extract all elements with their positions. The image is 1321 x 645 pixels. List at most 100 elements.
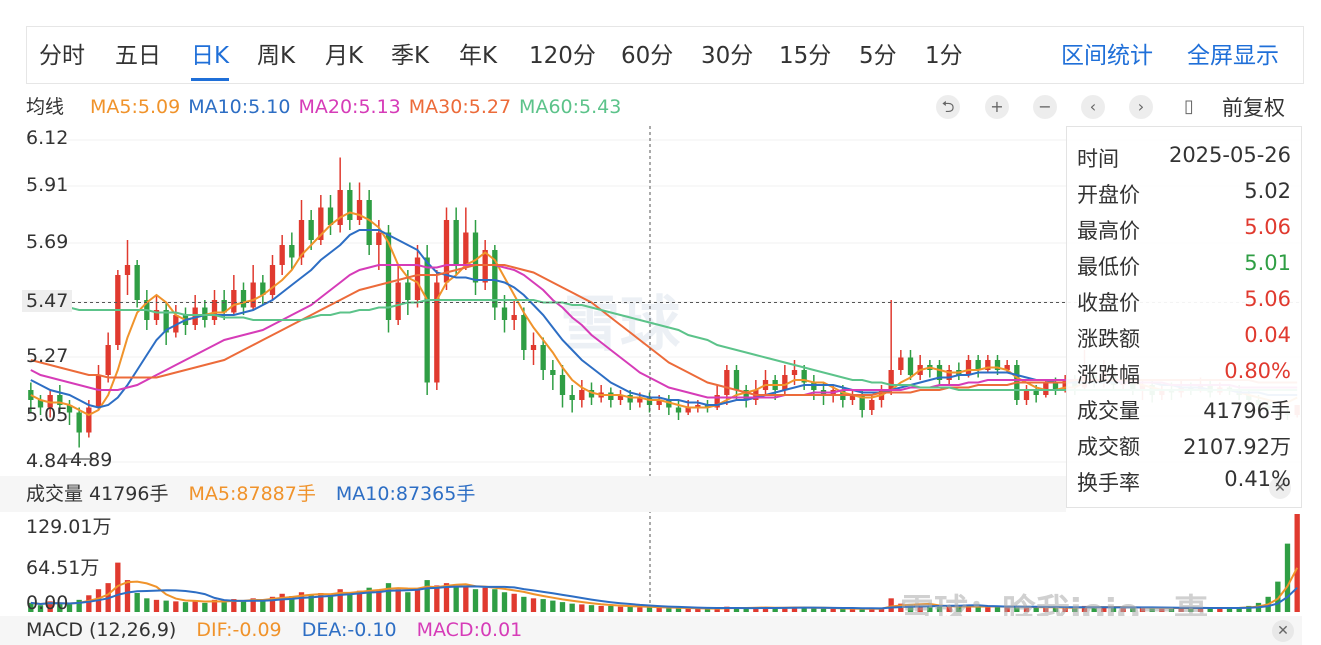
volume-bar: [685, 608, 691, 612]
macd-header: MACD (12,26,9) DIF:-0.09 DEA:-0.10 MACD:…: [0, 616, 1302, 645]
volume-bar: [569, 603, 575, 612]
volume-bar: [298, 592, 305, 612]
volume-bar: [791, 607, 798, 612]
candle-body: [985, 360, 991, 370]
macd-label: MACD (12,26,9): [26, 619, 177, 641]
tab-6[interactable]: 年K: [459, 43, 498, 69]
volume-bar: [124, 580, 131, 612]
minus-icon[interactable]: −: [1033, 95, 1057, 119]
candle-body: [414, 257, 421, 300]
tab-8[interactable]: 60分: [621, 43, 674, 69]
candle-body: [733, 370, 740, 390]
candle-body: [95, 375, 102, 408]
tab-7[interactable]: 120分: [529, 43, 596, 69]
volume-bar: [608, 605, 614, 612]
volume-bar: [86, 595, 92, 612]
ma-legend-item[interactable]: MA5:5.09: [90, 96, 181, 118]
volume-bar: [1023, 607, 1030, 612]
volume-bar: [1139, 607, 1146, 612]
candle-body: [211, 300, 218, 320]
volume-bar: [279, 593, 285, 612]
candle-body: [124, 265, 131, 275]
fullscreen-button[interactable]: 全屏显示: [1187, 43, 1279, 69]
candle-body: [714, 395, 720, 408]
volume-bar: [820, 608, 827, 612]
candle-body: [463, 232, 469, 265]
plus-icon[interactable]: +: [985, 95, 1009, 119]
volume-bar: [550, 600, 556, 612]
ma-legend: 均线 MA5:5.09 MA10:5.10 MA20:5.13 MA30:5.27 MA6…: [26, 92, 629, 118]
volume-bar: [656, 607, 662, 612]
tab-2[interactable]: 日K: [191, 27, 230, 85]
tooltip-row: 涨跌幅 0.80%: [1077, 359, 1291, 395]
candle-body: [86, 407, 92, 433]
candle-body: [704, 405, 711, 408]
volume-bar: [1246, 605, 1252, 612]
candle-body: [588, 390, 595, 398]
ma-legend-item[interactable]: MA30:5.27: [408, 96, 512, 118]
chevron-right-icon[interactable]: ›: [1129, 95, 1153, 119]
volume-bar: [666, 608, 672, 612]
volume-bar: [579, 604, 585, 612]
candle-body: [279, 245, 285, 265]
volume-bar: [192, 600, 198, 612]
volume-bar: [1033, 607, 1039, 612]
volume-bar: [985, 606, 991, 612]
candle-body: [936, 365, 943, 380]
volume-bar: [1110, 607, 1117, 612]
candle-body: [472, 232, 479, 283]
undo-icon[interactable]: ⮌: [936, 95, 960, 119]
volume-bar: [540, 599, 546, 612]
candle-body: [1033, 390, 1039, 395]
volume-bar: [424, 580, 430, 612]
tab-1[interactable]: 五日: [115, 43, 161, 69]
tab-5[interactable]: 季K: [391, 43, 430, 69]
candle-body: [801, 370, 807, 383]
volume-bar: [530, 598, 537, 612]
volume-label: 成交量 41796手: [26, 483, 169, 505]
price-tick: 5.05: [26, 404, 69, 426]
candle-body: [724, 370, 730, 395]
volume-bar: [1207, 608, 1213, 612]
ma-legend-item[interactable]: MA20:5.13: [298, 96, 401, 118]
tooltip-row: 成交量 41796手: [1077, 395, 1291, 431]
tooltip-key: 成交量: [1077, 399, 1140, 423]
tab-4[interactable]: 月K: [325, 43, 364, 69]
candle-body: [675, 407, 682, 413]
tab-10[interactable]: 15分: [779, 43, 832, 69]
tab-9[interactable]: 30分: [701, 43, 754, 69]
candle-body: [376, 232, 382, 245]
tooltip-value: 0.41%: [1224, 467, 1291, 491]
candle-body: [66, 405, 73, 413]
volume-bar: [724, 606, 730, 612]
volume-bar: [753, 607, 759, 612]
macd-close-icon[interactable]: ✕: [1272, 620, 1294, 642]
volume-bar: [492, 589, 498, 612]
volume-ma5: MA5:87887手: [188, 483, 316, 505]
tooltip-close-icon[interactable]: ✕: [1269, 477, 1291, 499]
tooltip-row: 涨跌额 0.04: [1077, 323, 1291, 359]
tooltip-key: 成交额: [1077, 435, 1140, 459]
ma-legend-item[interactable]: MA10:5.10: [188, 96, 291, 118]
candle-body: [511, 315, 517, 320]
ma-legend-item[interactable]: MA60:5.43: [519, 96, 622, 118]
period-tabbar: 分时 五日 日K 周K 月K 季K 年K 120分 60分 30分 15分 5分 1分 区间统计 全屏显示: [26, 26, 1304, 84]
tab-0[interactable]: 分时: [39, 43, 85, 69]
volume-bar: [878, 608, 885, 612]
volume-bar: [975, 606, 981, 612]
chevron-left-icon[interactable]: ‹: [1081, 95, 1105, 119]
tab-12[interactable]: 1分: [925, 43, 963, 69]
volume-bar: [1072, 607, 1078, 612]
candle-icon[interactable]: ▯: [1177, 95, 1201, 119]
candle-tooltip: ✕ 时间 2025-05-26 开盘价 5.02 最高价 5.06 最低价 5.01 收盘价 5.…: [1066, 126, 1302, 508]
macd-value: MACD:0.01: [416, 619, 523, 641]
volume-bar: [637, 607, 643, 612]
volume-bar: [598, 605, 604, 612]
range-stats-button[interactable]: 区间统计: [1061, 43, 1153, 69]
tab-3[interactable]: 周K: [257, 43, 296, 69]
adjust-dropdown[interactable]: 前复权: [1222, 96, 1285, 120]
volume-bar: [772, 607, 778, 612]
volume-bar: [782, 607, 788, 612]
tooltip-row: 成交额 2107.92万: [1077, 431, 1291, 467]
tab-11[interactable]: 5分: [859, 43, 897, 69]
